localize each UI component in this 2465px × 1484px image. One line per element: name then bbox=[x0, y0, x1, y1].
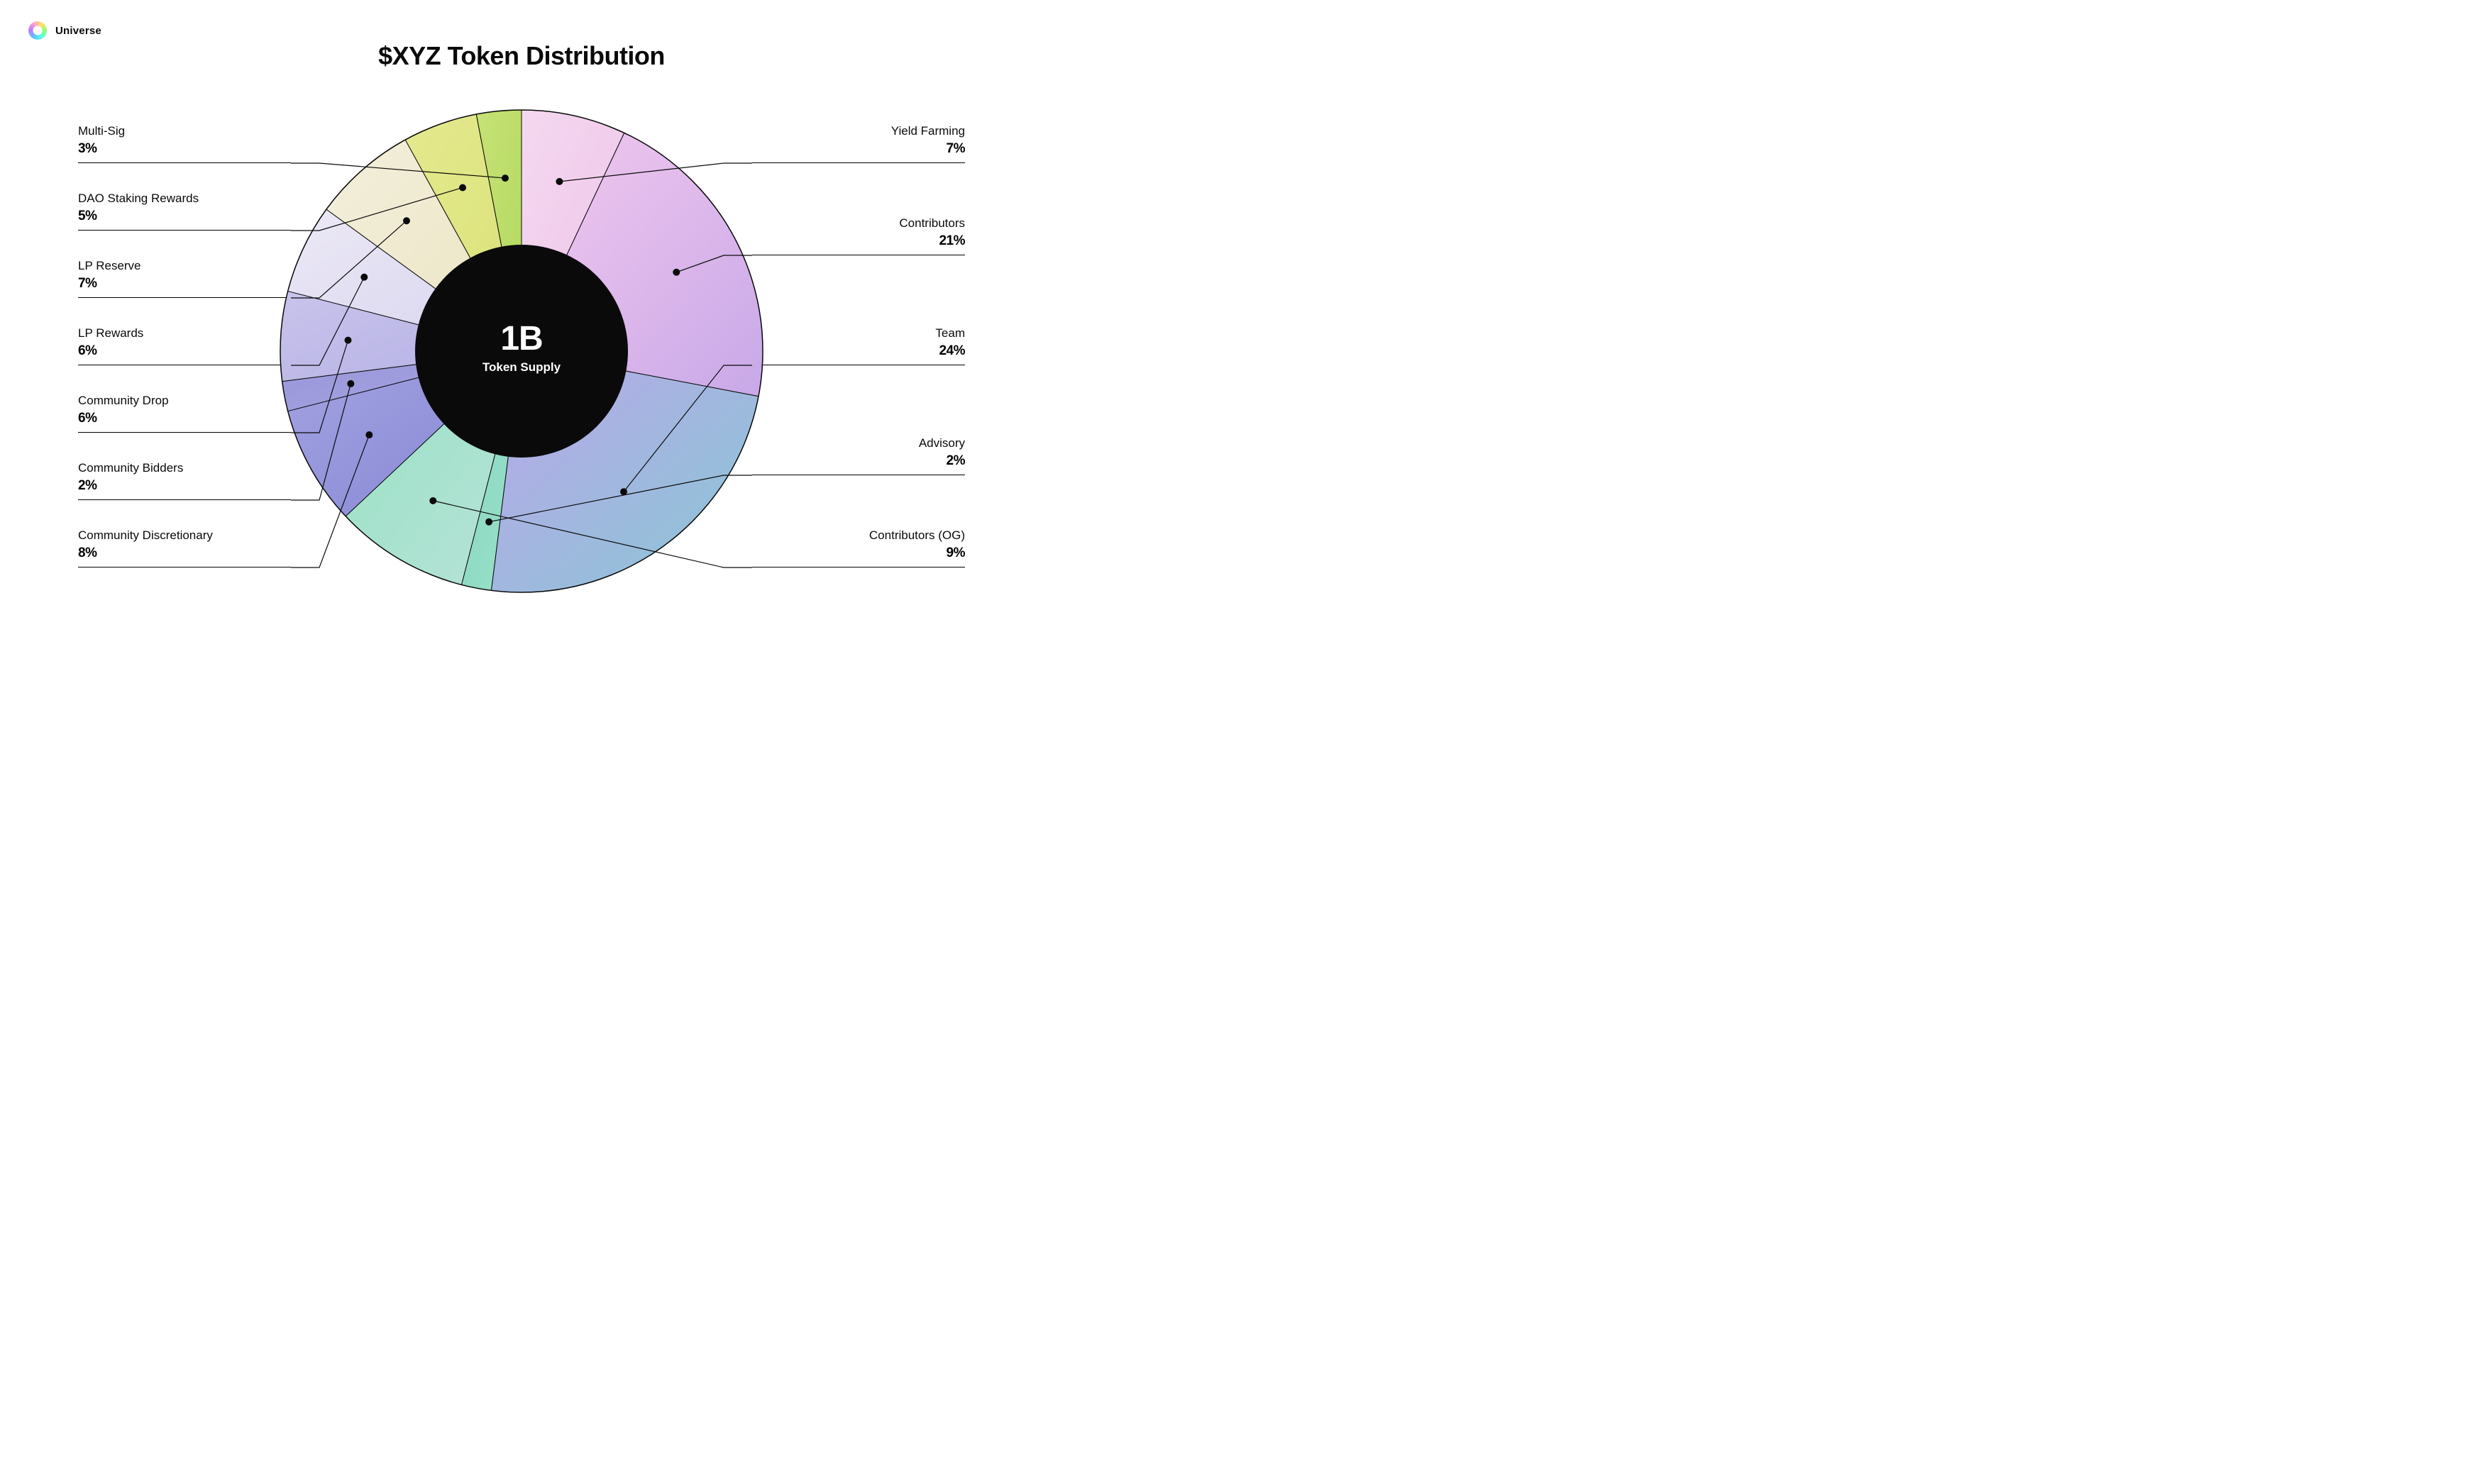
center-caption: Token Supply bbox=[482, 360, 561, 374]
leader-dot bbox=[429, 497, 436, 504]
leader-dot bbox=[360, 274, 368, 281]
leader-dot bbox=[485, 519, 492, 526]
brand-logo-icon bbox=[28, 21, 47, 40]
leader-dot bbox=[459, 184, 466, 191]
leader-dot bbox=[365, 431, 373, 438]
leader-dot bbox=[556, 178, 563, 185]
pie-chart: 1B Token Supply bbox=[0, 96, 1043, 607]
leader-dot bbox=[347, 380, 354, 387]
canvas: Universe $XYZ Token Distribution Communi… bbox=[0, 0, 1043, 628]
brand-logo: Universe bbox=[28, 21, 101, 40]
leader-dot bbox=[673, 269, 680, 276]
leader-dot bbox=[502, 175, 509, 182]
leader-dot bbox=[403, 217, 410, 224]
chart-area: Community Discretionary8%Community Bidde… bbox=[0, 96, 1043, 607]
brand-name: Universe bbox=[55, 25, 101, 37]
leader-dot bbox=[344, 337, 351, 344]
center-supply: 1B bbox=[500, 320, 542, 358]
page-title: $XYZ Token Distribution bbox=[0, 41, 1043, 71]
